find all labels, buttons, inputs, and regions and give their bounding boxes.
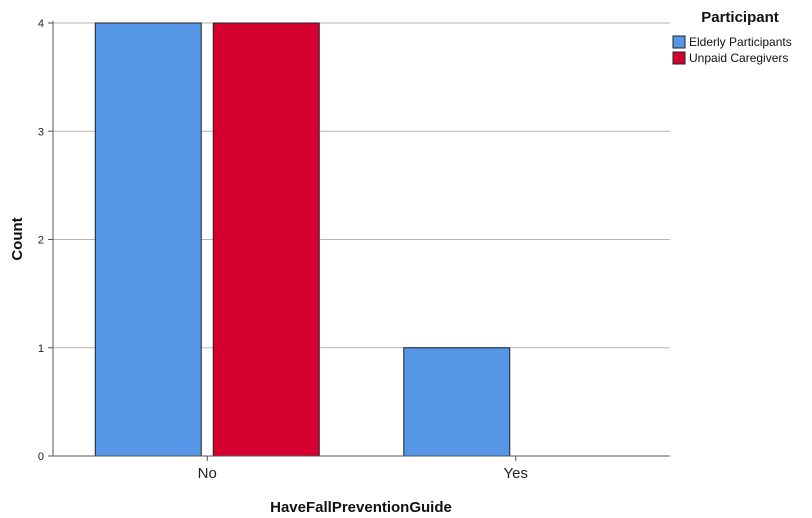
x-tick-labels: No Yes — [198, 465, 528, 482]
legend-label: Elderly Participants — [689, 35, 792, 49]
y-axis-title: Count — [9, 217, 26, 260]
y-tick-label: 0 — [38, 451, 44, 463]
y-tick-labels: 0 1 2 3 4 — [38, 18, 44, 463]
legend-label: Unpaid Caregivers — [689, 51, 788, 65]
legend-title: Participant — [701, 9, 779, 26]
legend-swatch — [672, 35, 686, 49]
bar-elderly-participants-yes — [403, 347, 511, 457]
bar-elderly-participants-no — [94, 22, 202, 457]
bar-unpaid-caregivers-no — [212, 22, 320, 457]
legend-swatch — [672, 51, 686, 65]
legend: Participant Elderly Participants Unpaid C… — [672, 9, 792, 65]
y-tick-label: 4 — [38, 18, 44, 30]
y-tick-label: 1 — [38, 343, 44, 355]
x-tick-label: No — [198, 465, 217, 482]
legend-items: Elderly Participants Unpaid Caregivers — [672, 35, 792, 65]
y-tick-label: 3 — [38, 126, 44, 138]
x-tick-label: Yes — [504, 465, 528, 482]
y-tick-label: 2 — [38, 235, 44, 247]
axes — [48, 21, 670, 461]
x-axis-title: HaveFallPreventionGuide — [270, 499, 452, 516]
